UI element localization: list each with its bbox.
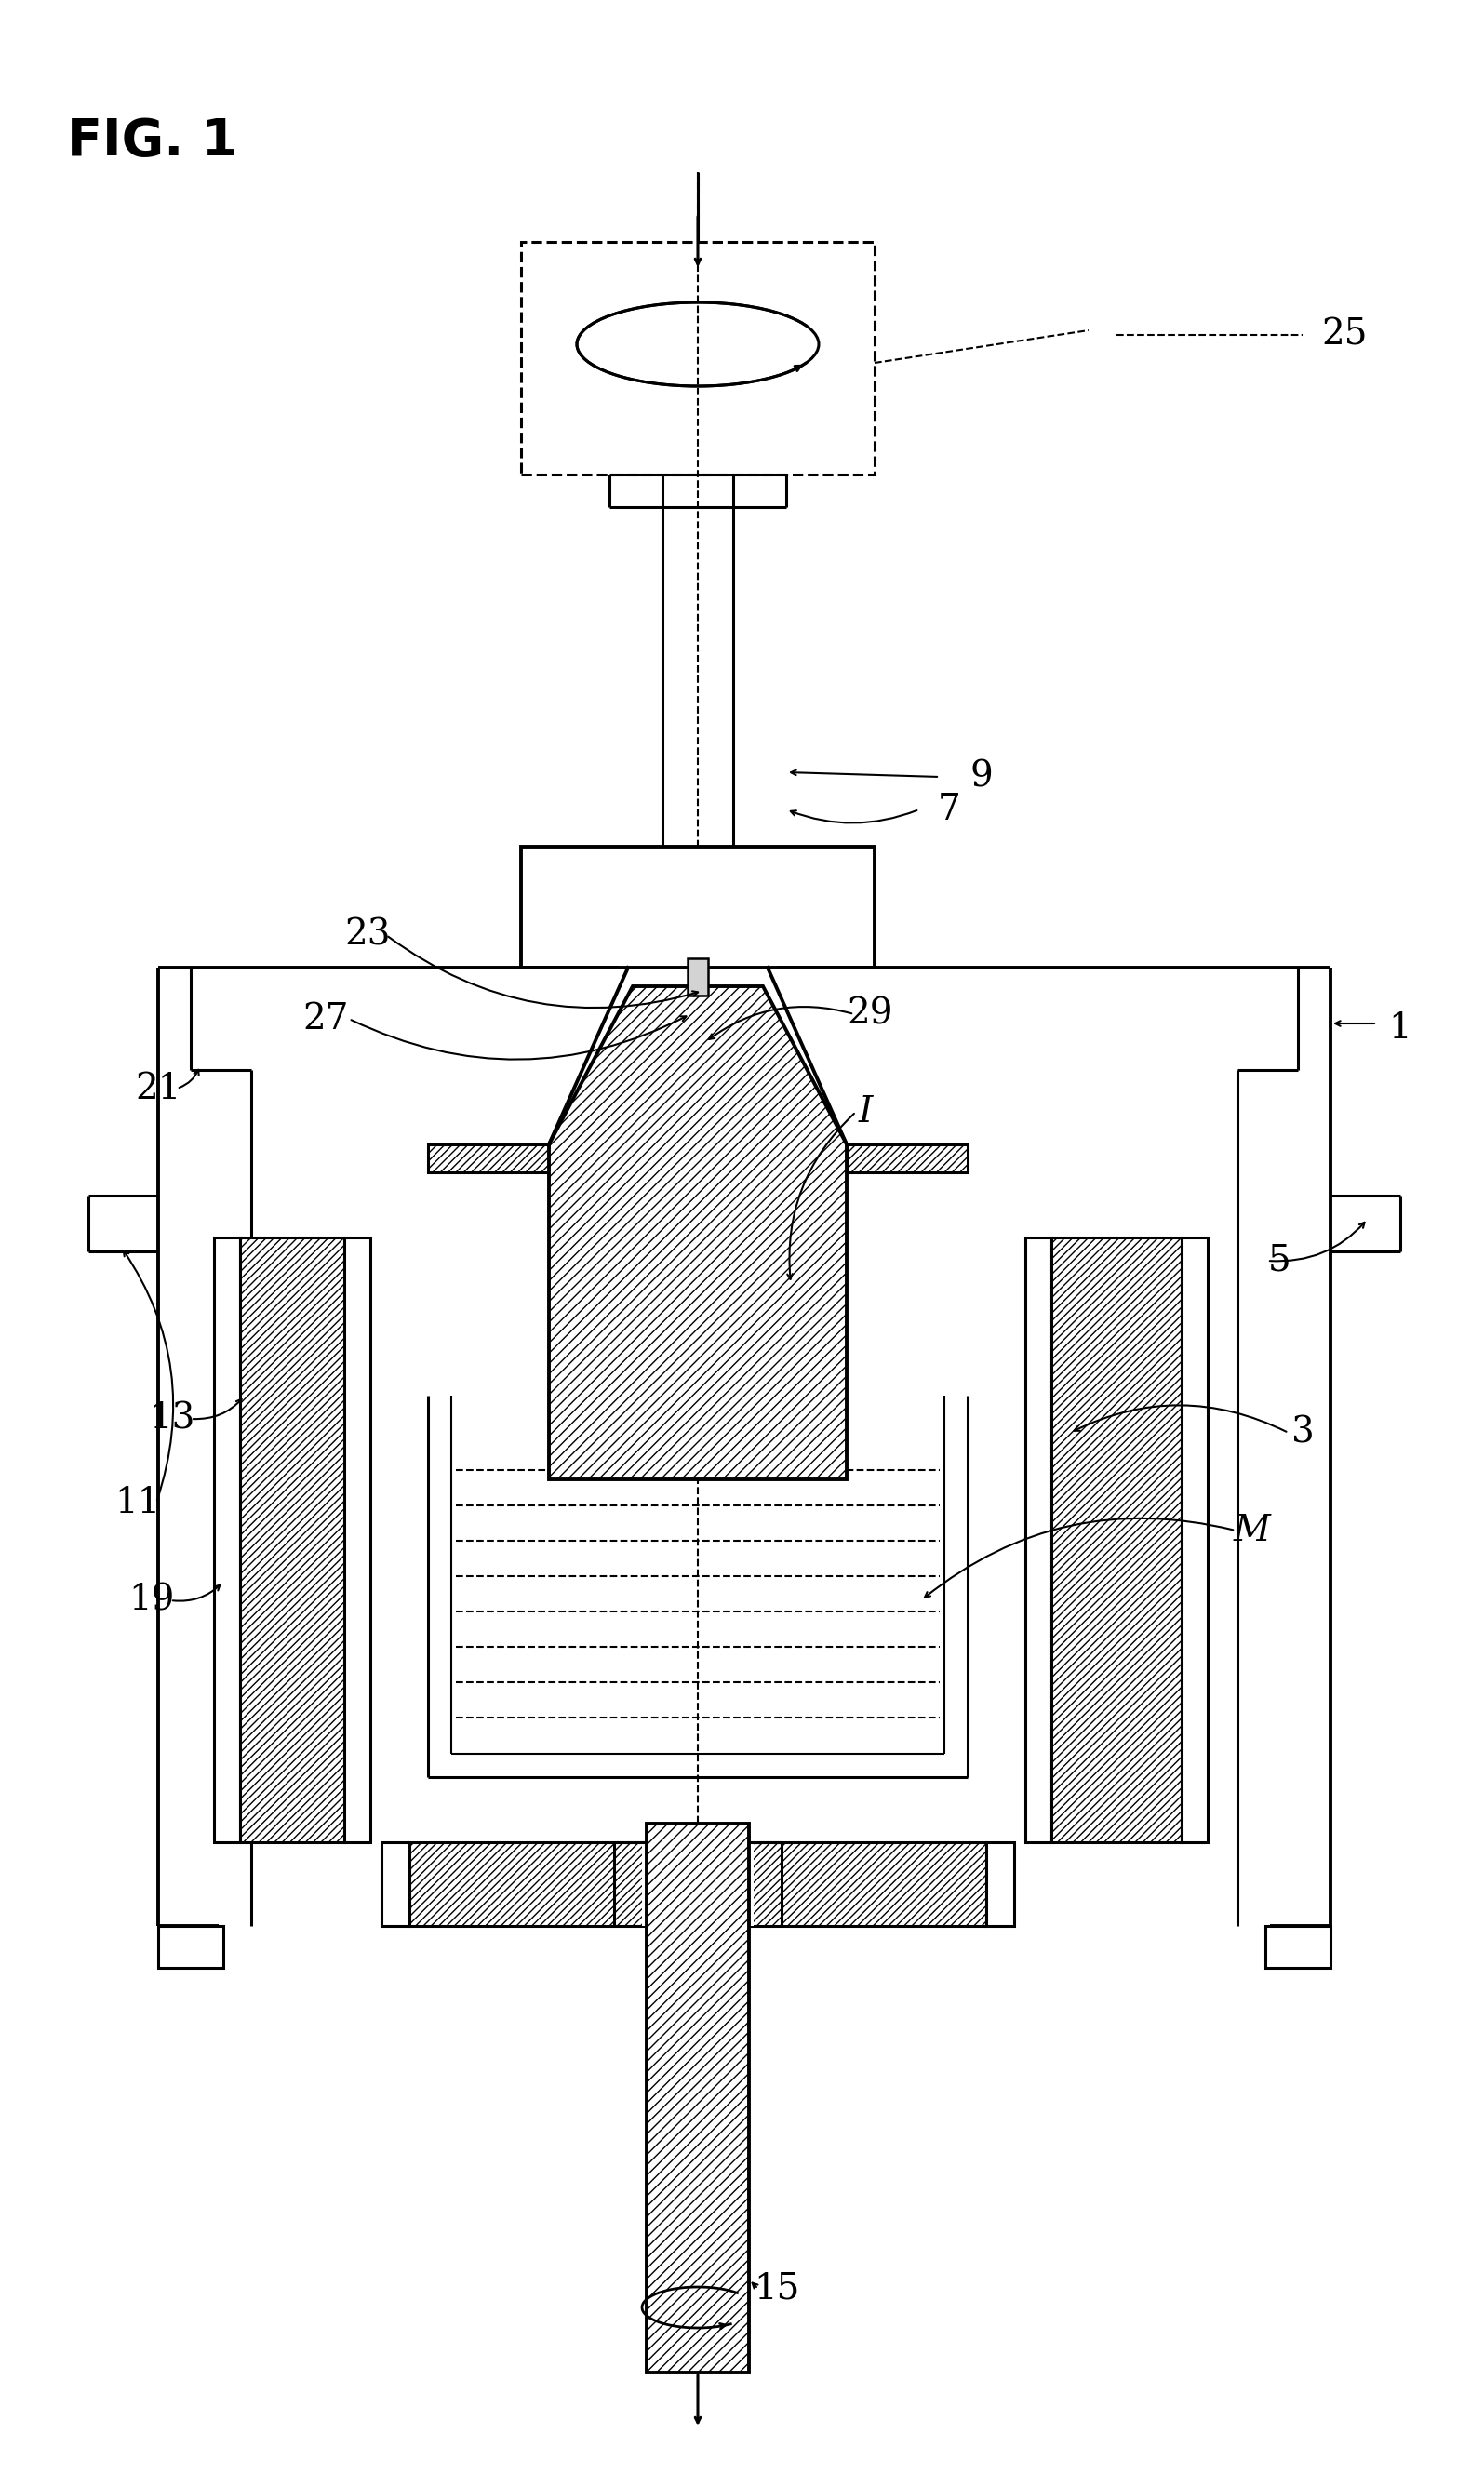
- Text: 11: 11: [114, 1485, 160, 1520]
- Bar: [521, 241, 874, 475]
- Bar: [410, 1843, 987, 1925]
- Text: 25: 25: [1321, 318, 1367, 353]
- Text: 23: 23: [344, 918, 390, 953]
- Bar: [214, 1239, 240, 1843]
- Text: 1: 1: [1389, 1010, 1411, 1045]
- Bar: [643, 1843, 754, 1925]
- Text: 19: 19: [129, 1584, 175, 1617]
- Bar: [240, 1239, 344, 1843]
- Text: 13: 13: [150, 1403, 194, 1435]
- Text: M: M: [1233, 1512, 1270, 1547]
- Bar: [381, 1843, 410, 1925]
- Bar: [1181, 1239, 1208, 1843]
- Bar: [687, 957, 708, 995]
- Text: 21: 21: [135, 1072, 181, 1107]
- Text: 7: 7: [938, 793, 960, 826]
- Polygon shape: [647, 1823, 749, 2373]
- Bar: [344, 1239, 371, 1843]
- Bar: [1051, 1239, 1181, 1843]
- Bar: [847, 1144, 968, 1171]
- Text: 15: 15: [754, 2271, 800, 2305]
- Text: 3: 3: [1291, 1415, 1315, 1450]
- Text: 5: 5: [1267, 1244, 1291, 1278]
- Text: 29: 29: [847, 997, 893, 1032]
- Bar: [159, 1925, 223, 1967]
- Bar: [1266, 1925, 1331, 1967]
- Text: I: I: [858, 1094, 873, 1129]
- Bar: [1025, 1239, 1051, 1843]
- Bar: [987, 1843, 1014, 1925]
- Text: 9: 9: [971, 759, 993, 793]
- Bar: [427, 1144, 549, 1171]
- Bar: [521, 846, 874, 967]
- Text: FIG. 1: FIG. 1: [67, 117, 237, 167]
- Text: 27: 27: [303, 1002, 349, 1037]
- Polygon shape: [549, 987, 847, 1480]
